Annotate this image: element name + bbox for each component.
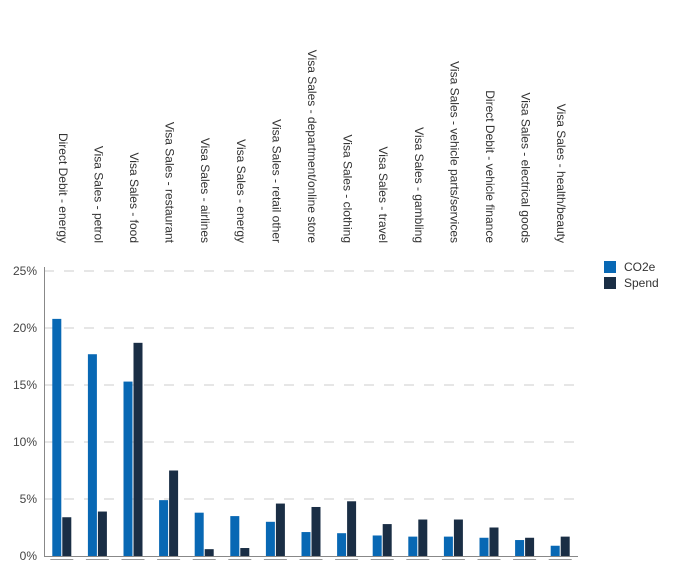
bar-spend bbox=[97, 511, 107, 556]
bar-co2e bbox=[87, 354, 97, 556]
bar-spend bbox=[489, 527, 499, 556]
x-category-label: Direct Debit - energy bbox=[56, 133, 70, 243]
bar-spend bbox=[560, 536, 570, 556]
x-category-label: Visa Sales - health/beauty bbox=[554, 104, 568, 243]
bar-spend bbox=[169, 470, 179, 556]
x-category-label: Visa Sales - clothing bbox=[341, 134, 355, 243]
bar-co2e bbox=[159, 500, 169, 556]
bar-co2e bbox=[265, 521, 275, 556]
x-category-label: Visa Sales - energy bbox=[234, 139, 248, 243]
x-category-label: Visa Sales - vehicle parts/services bbox=[447, 61, 461, 243]
x-category-label: Visa Sales - restaurant bbox=[163, 122, 177, 244]
x-axis-category-labels: Direct Debit - energy Visa Sales - petrol… bbox=[56, 50, 568, 244]
bar-co2e bbox=[52, 318, 62, 556]
y-tick-label: 15% bbox=[13, 378, 37, 392]
gridlines bbox=[44, 270, 578, 500]
x-category-label: Visa Sales - travel bbox=[376, 147, 390, 244]
y-tick-label: 10% bbox=[13, 435, 37, 449]
bar-co2e bbox=[194, 512, 204, 556]
legend-label: Spend bbox=[624, 276, 659, 290]
x-category-label: Direct Debit - vehicle finance bbox=[483, 90, 497, 243]
x-category-label: Visa Sales - gambling bbox=[412, 127, 426, 243]
bar-spend bbox=[204, 549, 214, 556]
legend-swatch-co2e bbox=[604, 261, 616, 273]
y-tick-label: 25% bbox=[13, 264, 37, 278]
bar-co2e bbox=[443, 536, 453, 556]
y-axis-ticks: 0% 5% 10% 15% 20% 25% bbox=[13, 264, 37, 563]
bar-spend bbox=[525, 537, 535, 556]
bar-co2e bbox=[372, 535, 382, 556]
legend: CO2e Spend bbox=[604, 260, 659, 290]
bar-co2e bbox=[550, 545, 560, 556]
bar-co2e bbox=[301, 532, 311, 556]
bar-co2e bbox=[479, 537, 489, 556]
x-category-label: Visa Sales - petrol bbox=[91, 146, 105, 243]
bars bbox=[52, 318, 570, 556]
y-tick-label: 20% bbox=[13, 321, 37, 335]
bar-co2e bbox=[230, 516, 240, 556]
bar-spend bbox=[133, 342, 143, 556]
legend-swatch-spend bbox=[604, 277, 616, 289]
bar-co2e bbox=[337, 533, 347, 556]
bar-co2e bbox=[408, 536, 418, 556]
legend-label: CO2e bbox=[624, 260, 656, 274]
bar-spend bbox=[275, 503, 285, 556]
bar-spend bbox=[382, 524, 392, 556]
bar-spend bbox=[418, 519, 428, 556]
bar-spend bbox=[62, 517, 72, 556]
bar-spend bbox=[453, 519, 463, 556]
bar-co2e bbox=[515, 540, 525, 556]
x-category-label: Visa Sales - airlines bbox=[198, 138, 212, 243]
bar-spend bbox=[311, 506, 321, 556]
y-tick-label: 5% bbox=[20, 492, 38, 506]
bar-spend bbox=[240, 548, 250, 556]
bar-spend bbox=[347, 501, 357, 556]
x-category-label: Visa Sales - electrical goods bbox=[519, 92, 533, 243]
axes bbox=[44, 267, 578, 560]
y-tick-label: 0% bbox=[20, 549, 38, 563]
bar-co2e bbox=[123, 381, 133, 556]
x-category-label: Visa Sales - food bbox=[127, 153, 141, 244]
x-category-label: Visa Sales - retail other bbox=[269, 119, 283, 243]
x-category-label: Visa Sales - department/online store bbox=[305, 50, 319, 244]
